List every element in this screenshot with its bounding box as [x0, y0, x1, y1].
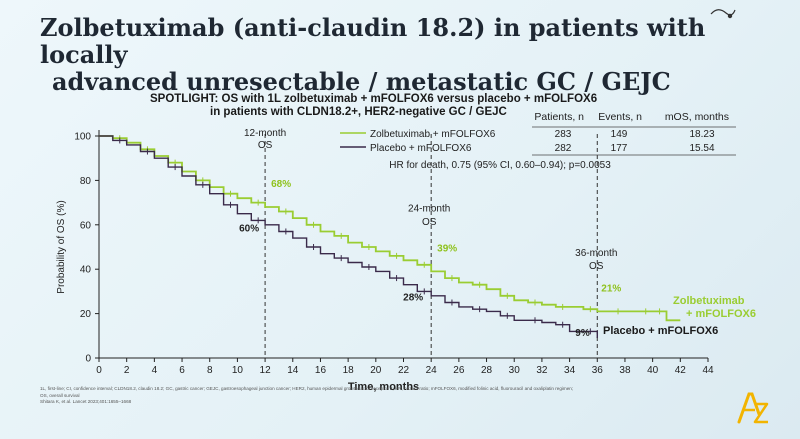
pointer-icon [710, 9, 736, 19]
table-cell-patients: 282 [555, 143, 572, 154]
x-tick-label: 38 [619, 365, 631, 376]
x-tick-label: 30 [509, 365, 521, 376]
y-tick-label: 40 [80, 265, 92, 276]
landmark-sublabel: OS [422, 217, 437, 228]
series-label-zolbetuximab: + mFOLFOX6 [686, 308, 756, 320]
landmark-sublabel: OS [589, 261, 604, 272]
x-tick-label: 42 [675, 365, 687, 376]
landmark-label: 36-month [575, 248, 617, 259]
subtitle-line-1: SPOTLIGHT: OS with 1L zolbetuximab + mFO… [150, 93, 598, 105]
y-tick-label: 80 [80, 176, 92, 187]
y-tick-label: 20 [80, 309, 92, 320]
table-row-label: Zolbetuximab + mFOLFOX6 [370, 129, 496, 140]
table-header: mOS, months [665, 111, 729, 123]
series-label-placebo: Placebo + mFOLFOX6 [603, 325, 718, 337]
x-axis-title: Time, months [348, 381, 419, 393]
table-cell-patients: 283 [555, 129, 572, 140]
hr-text: HR for death, 0.75 (95% CI, 0.60–0.94); … [389, 160, 611, 171]
x-tick-label: 18 [343, 365, 355, 376]
table-header: Patients, n [534, 111, 584, 123]
x-tick-label: 4 [152, 365, 158, 376]
footnote-line-3: Shitara K, et al. Lancet 2023;401:1655–1… [40, 399, 132, 404]
x-tick-label: 6 [179, 365, 185, 376]
landmark-label: 24-month [408, 203, 450, 214]
landmark-value-zolbetuximab: 39% [437, 243, 457, 254]
x-tick-label: 40 [647, 365, 659, 376]
az-logo-icon [737, 392, 769, 424]
x-tick-label: 32 [536, 365, 548, 376]
subtitle-line-2: in patients with CLDN18.2+, HER2-negativ… [210, 106, 507, 118]
x-tick-label: 10 [232, 365, 244, 376]
table-cell-mos: 15.54 [689, 143, 714, 154]
table-row-label: Placebo + mFOLFOX6 [370, 143, 472, 154]
x-tick-label: 34 [564, 365, 576, 376]
x-tick-label: 28 [481, 365, 493, 376]
landmark-value-placebo: 60% [239, 223, 259, 234]
x-tick-label: 36 [592, 365, 604, 376]
x-tick-label: 14 [287, 365, 299, 376]
y-tick-label: 100 [74, 132, 91, 143]
km-curve-placebo [99, 135, 598, 338]
x-tick-label: 24 [426, 365, 438, 376]
landmark-label: 12-month [244, 128, 286, 139]
landmark-value-zolbetuximab: 68% [271, 179, 291, 190]
x-tick-label: 16 [315, 365, 327, 376]
table-cell-events: 177 [611, 143, 628, 154]
title-line-2: advanced unresectable / metastatic GC / … [52, 67, 671, 96]
table-cell-mos: 18.23 [689, 129, 714, 140]
km-curve-zolbetuximab [99, 135, 681, 322]
landmark-value-zolbetuximab: 21% [601, 283, 621, 294]
x-tick-label: 20 [370, 365, 382, 376]
landmark-value-placebo: 28% [403, 292, 423, 303]
title-line-1: Zolbetuximab (anti-claudin 18.2) in pati… [40, 13, 706, 69]
landmark-value-placebo: 9% [575, 328, 590, 339]
y-tick-label: 0 [85, 354, 91, 365]
table-header: Events, n [598, 111, 642, 123]
x-tick-label: 12 [260, 365, 272, 376]
slide-title: Zolbetuximab (anti-claudin 18.2) in pati… [40, 14, 740, 95]
footnote-line-2: OS, overall survival [40, 392, 80, 398]
y-axis-title: Probability of OS (%) [56, 200, 67, 293]
x-tick-label: 2 [124, 365, 130, 376]
footnote-line-1: 1L, first-line; CI, confidence interval;… [40, 386, 574, 391]
x-tick-label: 44 [702, 365, 714, 376]
series-label-zolbetuximab: Zolbetuximab [673, 295, 745, 307]
y-tick-label: 60 [80, 220, 92, 231]
landmark-sublabel: OS [258, 140, 273, 151]
x-tick-label: 26 [453, 365, 465, 376]
table-cell-events: 149 [611, 129, 628, 140]
x-tick-label: 0 [96, 365, 102, 376]
slide-subtitle: SPOTLIGHT: OS with 1L zolbetuximab + mFO… [150, 93, 670, 119]
x-tick-label: 22 [398, 365, 410, 376]
footnote: 1L, first-line; CI, confidence interval;… [40, 386, 720, 406]
x-tick-label: 8 [207, 365, 213, 376]
